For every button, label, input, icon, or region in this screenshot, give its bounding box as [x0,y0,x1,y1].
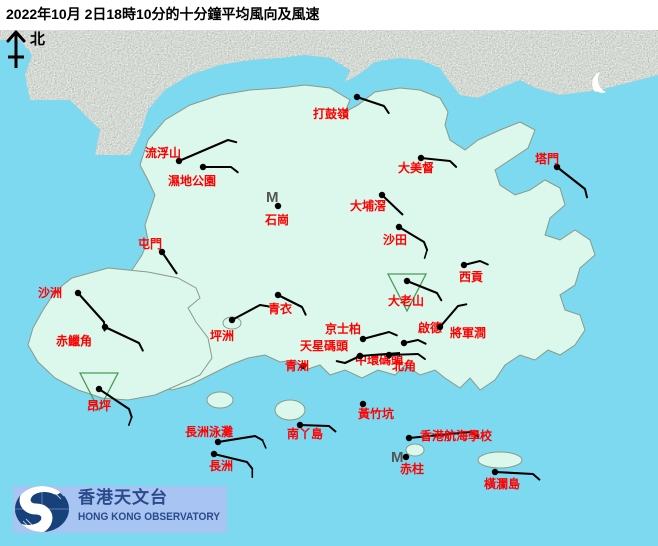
svg-text:塔門: 塔門 [535,151,559,166]
svg-text:將軍澗: 將軍澗 [450,325,486,340]
svg-text:坪洲: 坪洲 [210,329,234,343]
svg-text:大美督: 大美督 [398,160,434,175]
svg-text:香港天文台: 香港天文台 [78,487,168,507]
svg-text:京士柏: 京士柏 [325,321,361,336]
svg-text:沙洲: 沙洲 [38,286,62,300]
svg-text:赤鱲角: 赤鱲角 [56,333,92,348]
svg-text:北角: 北角 [392,358,416,373]
svg-text:天星碼頭: 天星碼頭 [300,338,349,353]
svg-text:香港航海學校: 香港航海學校 [419,428,493,443]
svg-text:大老山: 大老山 [388,293,424,308]
svg-text:北: 北 [30,31,45,48]
svg-text:大埔滘: 大埔滘 [350,198,386,213]
svg-text:屯門: 屯門 [138,236,162,251]
svg-text:長洲泳灘: 長洲泳灘 [185,424,233,439]
svg-text:昂坪: 昂坪 [87,399,111,413]
svg-text:青洲: 青洲 [285,358,309,373]
svg-text:青衣: 青衣 [268,301,292,316]
svg-text:黃竹坑: 黃竹坑 [357,406,394,421]
svg-text:打鼓嶺: 打鼓嶺 [313,106,350,121]
svg-text:沙田: 沙田 [383,233,407,247]
svg-text:流浮山: 流浮山 [145,145,181,160]
svg-text:南丫島: 南丫島 [287,426,323,441]
svg-text:長洲: 長洲 [209,458,233,473]
svg-text:赤柱: 赤柱 [400,461,424,476]
svg-text:HONG KONG OBSERVATORY: HONG KONG OBSERVATORY [78,511,221,523]
svg-text:石崗: 石崗 [264,212,289,227]
svg-text:西貢: 西貢 [459,270,483,284]
svg-text:濕地公園: 濕地公園 [168,173,216,188]
svg-text:橫瀾島: 橫瀾島 [484,476,520,491]
